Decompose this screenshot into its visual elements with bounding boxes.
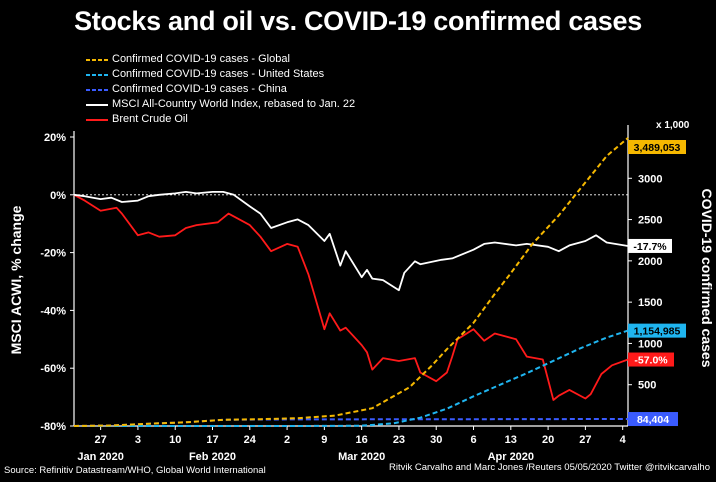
credit-note: Ritvik Carvalho and Marc Jones /Reuters …: [389, 462, 710, 473]
series-line-us: [74, 329, 629, 427]
x-tick-label: 9: [321, 434, 327, 446]
series-line-oil: [73, 194, 629, 401]
x-month-label: Jan 2020: [77, 451, 123, 463]
end-labels: -57.0% -17.7% 84,404 1,154,985 3,489,053: [628, 140, 686, 427]
end-label-text: 84,404: [637, 414, 669, 426]
left-tick-label: -80%: [40, 421, 66, 433]
legend-label: Confirmed COVID-19 cases - United States: [112, 68, 325, 80]
x-month-label: Feb 2020: [189, 451, 236, 463]
legend-swatch: [86, 118, 108, 121]
x-tick-label: 13: [505, 434, 517, 446]
right-tick-label: 1000: [638, 338, 662, 350]
legend-label: Brent Crude Oil: [112, 113, 188, 125]
left-axis-ticks: 20% 0% -20% -40% -60% -80%: [40, 132, 74, 433]
right-tick-label: 1500: [638, 297, 662, 309]
x-tick-label: 27: [579, 434, 591, 446]
legend-label: MSCI All-Country World Index, rebased to…: [112, 98, 356, 110]
legend-label: Confirmed COVID-19 cases - Global: [112, 53, 290, 65]
legend-item-global: Confirmed COVID-19 cases - Global: [86, 52, 355, 67]
series-line-global: [73, 137, 629, 427]
legend-item-oil: Brent Crude Oil: [86, 112, 355, 127]
legend-swatch: [86, 73, 108, 76]
end-label-box: [628, 412, 678, 427]
left-tick-label: -60%: [40, 363, 66, 375]
legend-label: Confirmed COVID-19 cases - China: [112, 83, 287, 95]
end-label-box: [628, 323, 686, 338]
right-axis-unit: x 1,000: [656, 120, 690, 131]
end-label-text: -57.0%: [634, 355, 668, 367]
x-tick-label: 4: [620, 434, 627, 446]
left-tick-label: -40%: [40, 305, 66, 317]
x-tick-label: 3: [135, 434, 141, 446]
right-tick-label: 2500: [638, 215, 662, 227]
x-axis-ticks: 27 3 10 17 24 2 9 16 23 30 6 13 20 27 4 Jan 2020 Feb 202…: [77, 426, 627, 463]
right-tick-label: 500: [638, 380, 656, 392]
left-tick-label: 20%: [44, 132, 66, 144]
x-tick-label: 27: [95, 434, 107, 446]
legend-item-us: Confirmed COVID-19 cases - United States: [86, 67, 355, 82]
end-label-box: [628, 352, 674, 367]
left-tick-label: -20%: [40, 248, 66, 260]
x-month-label: Mar 2020: [338, 451, 385, 463]
source-note: Source: Refinitiv Datastream/WHO, Global…: [4, 465, 266, 476]
end-label-text: 1,154,985: [634, 326, 681, 338]
legend-swatch: [86, 103, 108, 106]
series-line-acwi: [73, 190, 629, 292]
x-tick-label: 30: [430, 434, 442, 446]
legend: Confirmed COVID-19 cases - Global Confirm…: [86, 52, 355, 127]
x-tick-label: 17: [206, 434, 218, 446]
x-month-label: Apr 2020: [488, 451, 534, 463]
right-tick-label: 3000: [638, 173, 662, 185]
plot-frame: [73, 125, 629, 427]
legend-swatch: [86, 88, 108, 91]
left-tick-label: 0%: [50, 190, 66, 202]
end-label-us: 1,154,985: [628, 323, 686, 338]
end-label-text: 3,489,053: [634, 142, 681, 154]
chart-title: Stocks and oil vs. COVID-19 confirmed ca…: [74, 6, 642, 36]
end-label-box: [628, 238, 672, 253]
legend-swatch: [86, 58, 108, 61]
x-tick-label: 23: [393, 434, 405, 446]
x-tick-label: 20: [542, 434, 554, 446]
end-label-box: [628, 140, 686, 154]
right-tick-label: 2000: [638, 256, 662, 268]
right-axis-label: COVID-19 confirmed cases: [699, 189, 715, 368]
x-tick-label: 6: [470, 434, 476, 446]
x-tick-label: 2: [284, 434, 290, 446]
end-label-acwi: -17.7%: [628, 238, 672, 253]
left-axis-label: MSCI ACWI, % change: [8, 205, 24, 354]
end-label-global: 3,489,053: [628, 140, 686, 154]
end-label-china: 84,404: [628, 412, 678, 427]
x-tick-label: 24: [244, 434, 257, 446]
end-label-oil: -57.0%: [628, 352, 674, 367]
legend-item-china: Confirmed COVID-19 cases - China: [86, 82, 355, 97]
x-tick-label: 10: [169, 434, 181, 446]
legend-item-acwi: MSCI All-Country World Index, rebased to…: [86, 97, 355, 112]
end-label-text: -17.7%: [633, 241, 667, 253]
x-tick-label: 16: [356, 434, 368, 446]
right-axis-ticks: 3000 2500 2000 1500 1000 500: [628, 173, 662, 392]
series-lines: [73, 137, 629, 427]
